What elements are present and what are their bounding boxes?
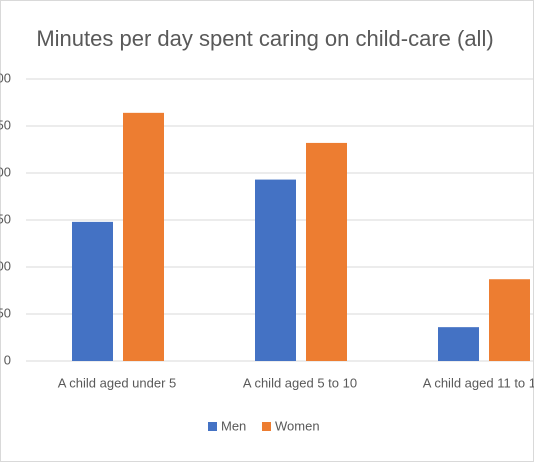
y-tick-label: 200: [0, 164, 11, 179]
x-tick-label: A child aged 5 to 10: [243, 375, 357, 390]
y-tick-label: 50: [0, 305, 11, 320]
bar: [306, 142, 347, 361]
y-tick-label: 300: [0, 70, 11, 85]
y-tick-label: 250: [0, 117, 11, 132]
bar: [438, 327, 479, 361]
x-tick-label: A child aged under 5: [58, 375, 177, 390]
y-tick-label: 150: [0, 211, 11, 226]
bar: [255, 179, 296, 361]
y-tick-label: 100: [0, 258, 11, 273]
x-tick-label: A child aged 11 to 16: [423, 375, 534, 390]
chart-title: Minutes per day spent caring on child-ca…: [36, 26, 493, 51]
legend-label: Men: [221, 418, 246, 433]
bar: [123, 112, 164, 361]
bar: [489, 279, 530, 361]
legend-swatch: [208, 422, 217, 431]
legend-label: Women: [275, 418, 320, 433]
y-tick-label: 0: [4, 352, 11, 367]
legend-swatch: [262, 422, 271, 431]
bar: [72, 221, 113, 361]
